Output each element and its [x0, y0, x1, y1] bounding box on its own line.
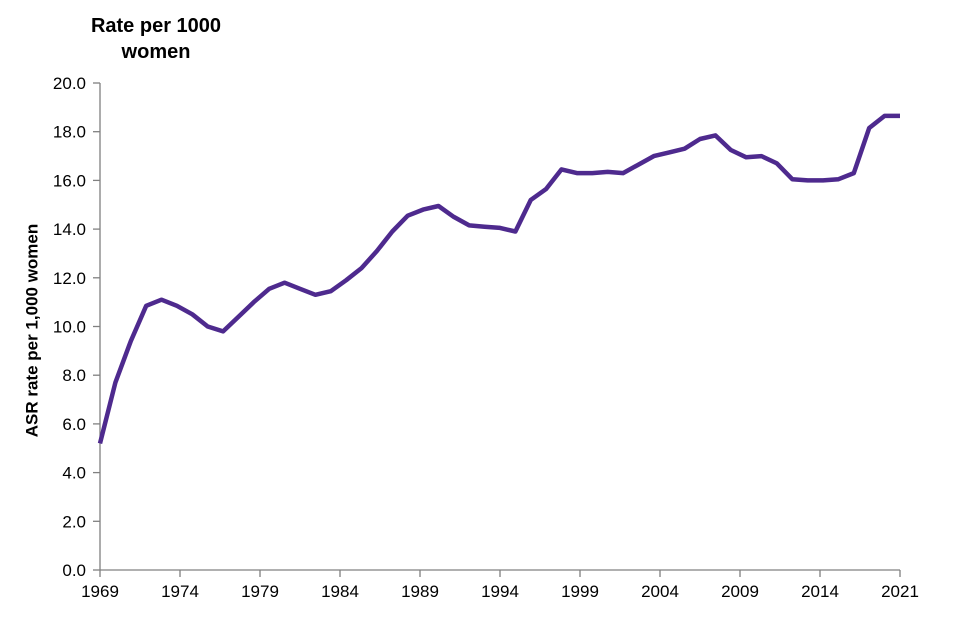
y-tick-label: 20.0 — [53, 74, 86, 93]
y-tick-label: 12.0 — [53, 269, 86, 288]
x-tick-label: 1999 — [561, 582, 599, 601]
y-tick-label: 10.0 — [53, 318, 86, 337]
y-tick-label: 18.0 — [53, 123, 86, 142]
x-tick-label: 1989 — [401, 582, 439, 601]
x-tick-label: 1984 — [321, 582, 359, 601]
x-tick-label: 2014 — [801, 582, 839, 601]
asr-rate-line — [97, 113, 900, 444]
x-tick-label: 2021 — [881, 582, 919, 601]
y-tick-label: 14.0 — [53, 220, 86, 239]
x-tick-label: 1974 — [161, 582, 199, 601]
y-tick-label: 16.0 — [53, 171, 86, 190]
chart-title: Rate per 1000 women — [31, 13, 281, 65]
x-tick-label: 2009 — [721, 582, 759, 601]
y-tick-label: 0.0 — [62, 561, 86, 580]
y-tick-label: 2.0 — [62, 512, 86, 531]
y-tick-label: 6.0 — [62, 415, 86, 434]
x-tick-label: 1969 — [81, 582, 119, 601]
chart-title-line1: Rate per 1000 — [90, 15, 222, 37]
y-tick-label: 4.0 — [62, 464, 86, 483]
y-tick-label: 8.0 — [62, 366, 86, 385]
x-tick-label: 1979 — [241, 582, 279, 601]
x-tick-label: 1994 — [481, 582, 519, 601]
x-tick-label: 2004 — [641, 582, 679, 601]
chart-title-line2: women — [121, 41, 191, 63]
